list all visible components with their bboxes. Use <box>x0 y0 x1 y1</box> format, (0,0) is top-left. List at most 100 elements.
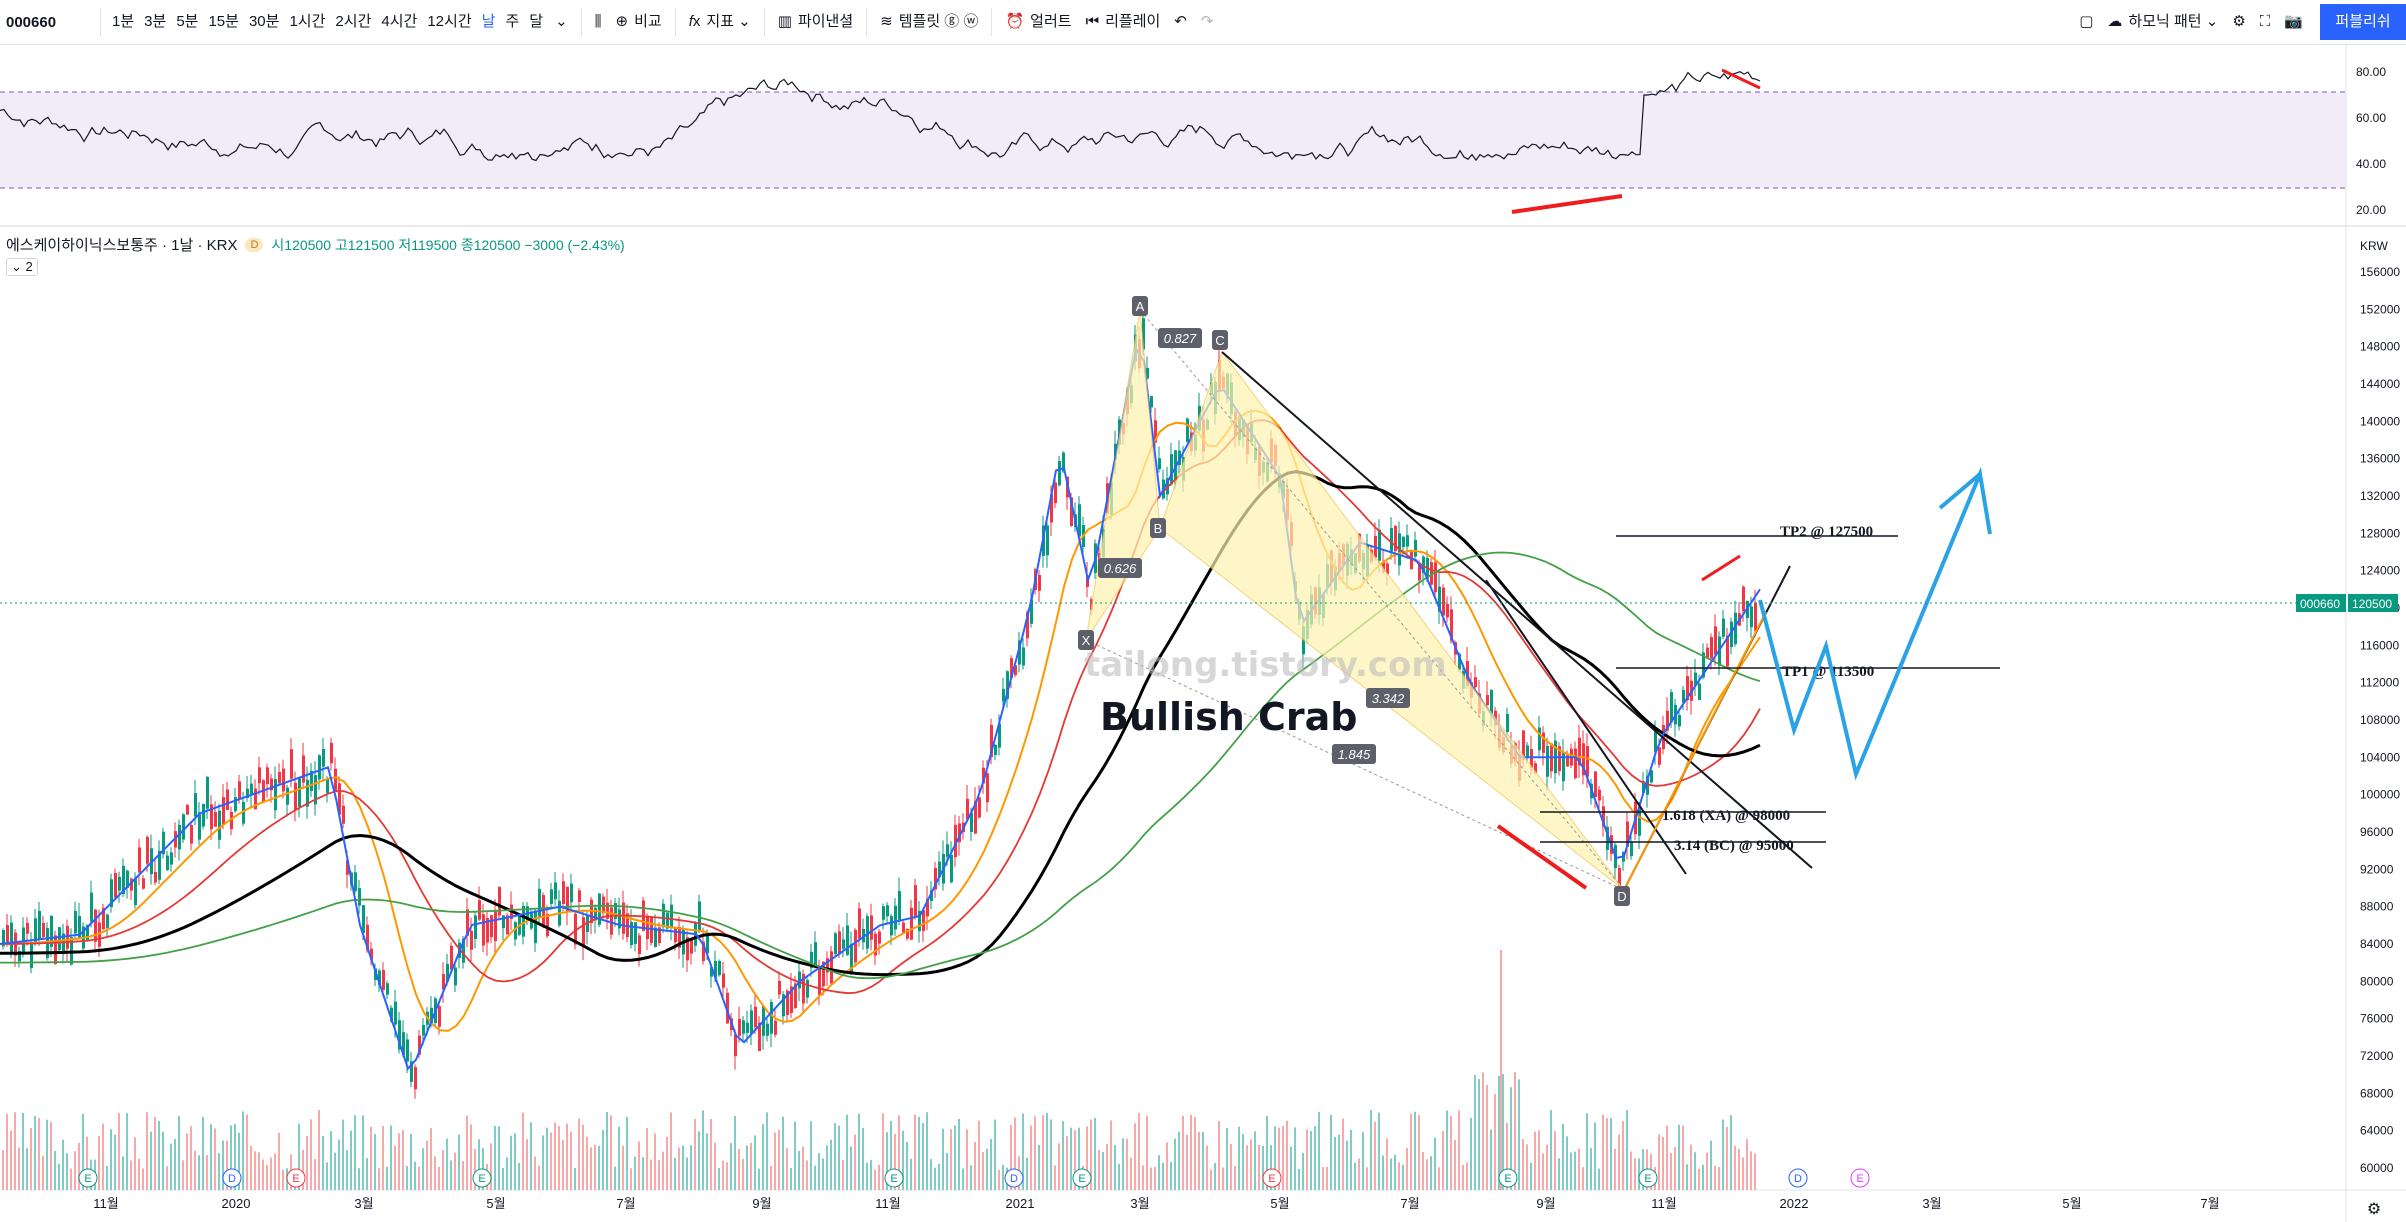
compare-button[interactable]: ⊕ 비교 <box>609 5 669 39</box>
alert-button[interactable]: ⏰ 얼러트 <box>998 5 1078 39</box>
candle-body <box>366 924 369 950</box>
replay-button[interactable]: ⏮ 리플레이 <box>1079 5 1168 39</box>
indicators-button[interactable]: fx 지표 ⌄ <box>682 5 758 39</box>
volume-bar <box>126 1113 128 1190</box>
publish-button[interactable]: 퍼블리쉬 <box>2320 4 2406 40</box>
volume-bar <box>1242 1134 1244 1190</box>
volume-bar <box>754 1135 756 1190</box>
legend-symbol-name[interactable]: 에스케이하이닉스보통주 · 1날 · KRX <box>6 237 238 254</box>
volume-bar <box>10 1130 12 1190</box>
price-tick-label: 116000 <box>2360 638 2399 652</box>
time-axis-label: 11월 <box>1651 1196 1676 1211</box>
candle-body <box>462 938 465 963</box>
price-tick-label: 124000 <box>2360 564 2400 578</box>
interval-1[interactable]: 3분 <box>144 13 167 30</box>
templates-button[interactable]: ≋ 템플릿 ⓖ ⓦ <box>873 5 985 39</box>
chart-canvas[interactable]: 80.00 60.00 40.00 20.00 156000 152000 148000 14… <box>0 44 2406 1222</box>
volume-bar <box>366 1158 368 1190</box>
candle-body <box>234 797 237 812</box>
undo-button[interactable]: ↶ <box>1167 5 1194 39</box>
interval-2[interactable]: 5분 <box>176 13 199 30</box>
volume-bar <box>730 1143 732 1190</box>
volume-bar <box>642 1157 644 1190</box>
volume-bar <box>1122 1138 1124 1190</box>
legend-collapse-button[interactable]: ⌄ 2 <box>6 258 38 276</box>
settings-button[interactable]: ⚙ <box>2225 5 2252 39</box>
volume-bar <box>110 1129 112 1190</box>
volume-bar <box>58 1163 60 1190</box>
candle-body <box>1070 497 1073 527</box>
redo-button[interactable]: ↷ <box>1194 5 1221 39</box>
volume-bar <box>66 1153 68 1190</box>
volume-bar <box>546 1127 548 1190</box>
interval-4[interactable]: 30분 <box>248 13 280 30</box>
volume-bar <box>106 1165 108 1190</box>
volume-bar <box>206 1155 208 1190</box>
volume-bar <box>426 1140 428 1190</box>
candle-body <box>22 927 25 953</box>
price-tick-label: 76000 <box>2360 1012 2394 1026</box>
volume-bar <box>1102 1152 1104 1190</box>
interval-10[interactable]: 주 <box>505 13 520 30</box>
interval-0[interactable]: 1분 <box>112 13 135 30</box>
volume-bar <box>1098 1149 1100 1190</box>
fullscreen-button[interactable]: ⛶ <box>2253 5 2278 39</box>
volume-bar <box>1694 1152 1696 1190</box>
volume-bar <box>1182 1115 1184 1190</box>
candle-body <box>1522 730 1525 760</box>
candle-body <box>1406 535 1409 547</box>
candle-body <box>1170 454 1173 485</box>
candle-body <box>130 878 133 891</box>
volume-bar <box>806 1160 808 1190</box>
volume-bar <box>1546 1144 1548 1190</box>
volume-bar <box>302 1149 304 1190</box>
volume-bar <box>1462 1165 1464 1190</box>
ma-green-line <box>0 551 1761 980</box>
time-axis-label: 9월 <box>752 1196 771 1211</box>
candle-body <box>1638 806 1641 836</box>
volume-bar <box>1342 1118 1344 1190</box>
interval-11[interactable]: 달 <box>529 13 544 30</box>
replay-icon: ⏮ <box>1085 13 1100 30</box>
price-tick-label: 140000 <box>2360 414 2400 428</box>
harmonic-pattern-button[interactable]: ☁ 하모닉 패턴 ⌄ <box>2100 5 2225 39</box>
candle-body <box>214 812 217 827</box>
snapshot-button[interactable]: 📷 <box>2277 5 2310 39</box>
time-axis-label: 2021 <box>1006 1196 1035 1211</box>
volume-bar <box>1522 1139 1524 1190</box>
interval-3[interactable]: 15분 <box>208 13 239 30</box>
event-marker <box>472 1168 492 1188</box>
ratio-label: 0.827 <box>1164 331 1197 346</box>
volume-bar <box>1478 1079 1480 1190</box>
interval-9[interactable]: 날 <box>481 13 496 30</box>
interval-8[interactable]: 12시간 <box>427 13 472 30</box>
volume-bar <box>1298 1168 1300 1190</box>
interval-6[interactable]: 2시간 <box>335 13 372 30</box>
layout-button[interactable]: ▢ <box>2072 5 2100 39</box>
volume-bar <box>678 1147 680 1190</box>
chart-type-button[interactable]: ⫼ <box>588 5 609 39</box>
candle-body <box>1582 743 1585 776</box>
candle-body <box>430 1007 433 1025</box>
event-marker <box>1498 1168 1518 1188</box>
financials-button[interactable]: ▥ 파이낸셜 <box>771 5 860 39</box>
candle-body <box>398 1020 401 1050</box>
candle-body <box>746 1022 749 1033</box>
candle-body <box>802 973 805 1004</box>
symbol-search[interactable]: 000660 <box>6 13 57 31</box>
volume-bar <box>1130 1157 1132 1190</box>
interval-5[interactable]: 1시간 <box>289 13 326 30</box>
volume-bar <box>410 1133 412 1190</box>
volume-bar <box>474 1148 476 1190</box>
interval-dropdown[interactable]: ⌄ <box>555 13 568 30</box>
candle-body <box>502 915 505 929</box>
candle-body <box>486 918 489 943</box>
event-marker-label: E <box>1268 1173 1275 1185</box>
candle-body <box>1730 621 1733 648</box>
volume-bar <box>918 1116 920 1190</box>
candle-body <box>1422 556 1425 574</box>
candle-body <box>690 939 693 954</box>
candle-body <box>854 929 857 963</box>
volume-bar <box>22 1112 24 1190</box>
interval-7[interactable]: 4시간 <box>381 13 418 30</box>
